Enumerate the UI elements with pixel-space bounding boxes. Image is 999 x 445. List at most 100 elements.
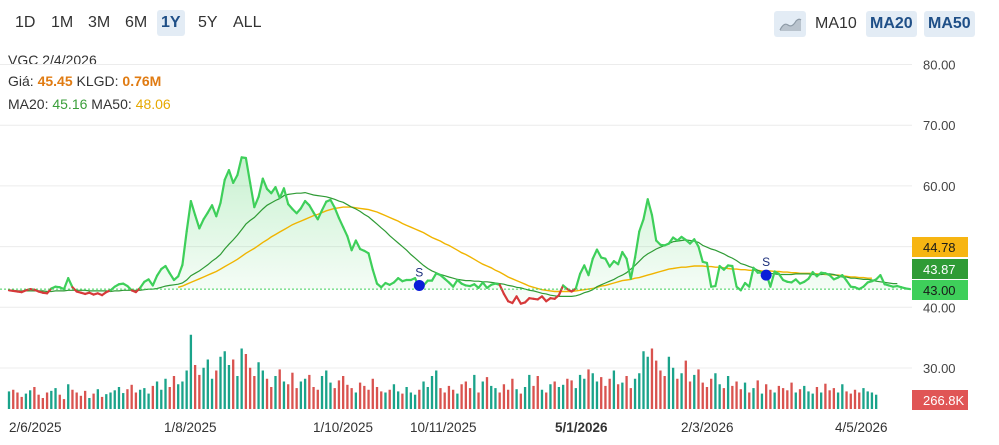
price-segment (194, 213, 201, 230)
price-segment (621, 250, 628, 260)
price-badge: 43.00 (923, 283, 956, 298)
volume-bar (138, 389, 142, 409)
volume-bar (625, 376, 628, 409)
price-segment (67, 277, 74, 289)
volume-bar (807, 391, 810, 409)
range-5y-button[interactable]: 5Y (198, 14, 218, 31)
price-segment (249, 181, 256, 209)
price-segment (164, 264, 171, 275)
volume-bar (253, 376, 256, 409)
price-segment (777, 272, 785, 282)
price-segment (312, 211, 319, 221)
volume-bar (24, 393, 28, 409)
price-segment (625, 257, 632, 280)
volume-bar (845, 391, 848, 409)
value-badges: 44.78 43.87 43.00 266.8K (912, 237, 968, 410)
price-segment (748, 266, 755, 288)
volume-bar (430, 376, 434, 409)
volume-bar (790, 382, 793, 409)
range-1y-button[interactable]: 1Y (157, 10, 185, 36)
volume-bar (523, 387, 527, 409)
volume-bar (308, 374, 311, 409)
volume-bar (853, 389, 857, 409)
volume-bar (426, 387, 429, 409)
volume-bar (858, 392, 861, 409)
volume-bar (828, 390, 831, 409)
volume-bar (265, 378, 269, 409)
price-segment (227, 169, 235, 184)
x-axis: 2/6/2025 1/8/2025 1/10/2025 10/11/2025 5/1/2… (9, 420, 888, 435)
volume-bar (481, 381, 484, 409)
volume-bar (693, 374, 696, 409)
volume-bar (392, 384, 396, 409)
ma50-button[interactable]: MA50 (924, 11, 975, 37)
volume-bar (435, 370, 438, 409)
price-segment (697, 245, 704, 263)
volume-bar (553, 381, 556, 409)
volume-bar (731, 385, 734, 409)
price-segment (350, 239, 357, 252)
volume-bar (591, 373, 594, 409)
ma20-button[interactable]: MA20 (866, 11, 917, 37)
range-all-button[interactable]: ALL (233, 14, 262, 31)
volume-bar (667, 356, 671, 409)
volume-bar (240, 348, 243, 409)
price-segment (879, 274, 886, 286)
ma20-value: 45.16 (52, 96, 88, 112)
volume-bar (375, 387, 379, 409)
volume-bar (697, 369, 700, 409)
price-segment (189, 199, 197, 217)
range-6m-button[interactable]: 6M (125, 14, 148, 31)
volume-bar (490, 385, 493, 409)
range-1d-button[interactable]: 1D (15, 14, 36, 31)
volume-bar (282, 381, 286, 409)
signals: SS (413, 255, 772, 291)
volume-bar (515, 389, 518, 409)
volume-bar (866, 391, 869, 409)
price-segment (511, 295, 518, 305)
volume-bar (701, 382, 704, 409)
volume-bar (337, 380, 341, 409)
volume-bar (676, 378, 679, 409)
price-segment (371, 268, 379, 285)
range-1m-button[interactable]: 1M (51, 14, 74, 31)
price-segment (769, 270, 776, 288)
volume-bar (96, 389, 99, 409)
volume-bar (540, 389, 544, 409)
volume-bar (549, 384, 552, 409)
price-segment (578, 264, 586, 276)
price-segment (705, 261, 713, 288)
volume-bar (16, 392, 19, 409)
volume-bar (578, 374, 582, 409)
price-segment (232, 173, 239, 184)
volume-bar (875, 394, 878, 409)
volume-bar (350, 388, 353, 409)
y-tick-label: 30.00 (923, 361, 956, 376)
price-segment (714, 264, 721, 288)
volume-bar (494, 388, 497, 409)
volume-bar (401, 393, 404, 409)
volume-bar (155, 381, 159, 409)
volume-bar (528, 374, 531, 409)
volume-bar (502, 384, 506, 409)
price-segment (177, 263, 184, 278)
range-3m-button[interactable]: 3M (88, 14, 111, 31)
volume-bar (181, 381, 184, 409)
ma20-badge-bg (912, 259, 968, 279)
volume-bar (33, 387, 36, 409)
volume-bar (820, 392, 823, 409)
volume-bar (621, 382, 624, 409)
volume-bar (798, 389, 802, 409)
area-chart-toggle[interactable] (774, 11, 806, 37)
volume-bar (769, 389, 772, 409)
volume-bar (561, 384, 565, 409)
volume-bar (20, 396, 23, 409)
price-segment (807, 270, 814, 280)
volume-bar (67, 384, 70, 409)
ma10-button[interactable]: MA10 (815, 15, 857, 32)
sell-signal-label: S (762, 255, 770, 269)
price-segment (139, 280, 146, 289)
y-axis: 80.00 70.00 60.00 40.00 30.00 (923, 58, 956, 377)
price-segment (261, 177, 269, 191)
